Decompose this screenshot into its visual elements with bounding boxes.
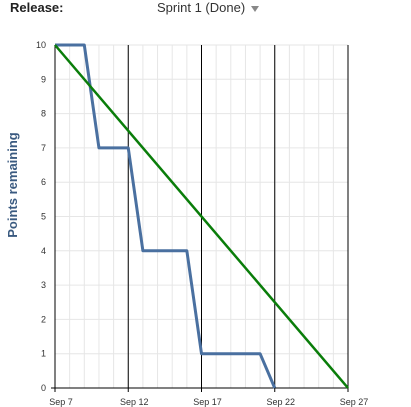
y-tick-label: 10 xyxy=(36,40,46,50)
release-dropdown-value: Sprint 1 (Done) xyxy=(157,0,246,15)
y-tick-labels: 0 1 2 3 4 5 6 7 8 9 10 xyxy=(36,40,46,393)
y-tick-label: 3 xyxy=(41,280,46,290)
major-gridlines xyxy=(127,45,349,392)
y-tick-label: 7 xyxy=(41,143,46,153)
x-tick-label: Sep 17 xyxy=(193,397,222,407)
y-tick-label: 2 xyxy=(41,314,46,324)
x-tick-label: Sep 22 xyxy=(266,397,295,407)
x-tick-label: Sep 12 xyxy=(120,397,149,407)
release-label: Release: xyxy=(10,0,64,15)
release-dropdown[interactable]: Sprint 1 (Done) xyxy=(157,0,260,16)
y-tick-label: 6 xyxy=(41,177,46,187)
y-tick-label: 1 xyxy=(41,349,46,359)
x-tick-label: Sep 27 xyxy=(340,397,369,407)
chart-series xyxy=(54,43,349,389)
chart-axes xyxy=(51,45,348,392)
y-tick-label: 8 xyxy=(41,109,46,119)
y-tick-label: 4 xyxy=(41,246,46,256)
actual-series-line xyxy=(55,43,277,389)
y-tick-label: 0 xyxy=(41,383,46,393)
y-tick-label: 9 xyxy=(41,74,46,84)
caret-down-icon xyxy=(251,5,260,12)
ideal-series-line xyxy=(54,44,349,389)
y-axis-label: Points remaining xyxy=(5,132,20,238)
x-tick-label: Sep 7 xyxy=(49,397,73,407)
y-tick-label: 5 xyxy=(41,212,46,222)
x-tick-labels: Sep 7 Sep 12 Sep 17 Sep 22 Sep 27 xyxy=(49,397,368,407)
